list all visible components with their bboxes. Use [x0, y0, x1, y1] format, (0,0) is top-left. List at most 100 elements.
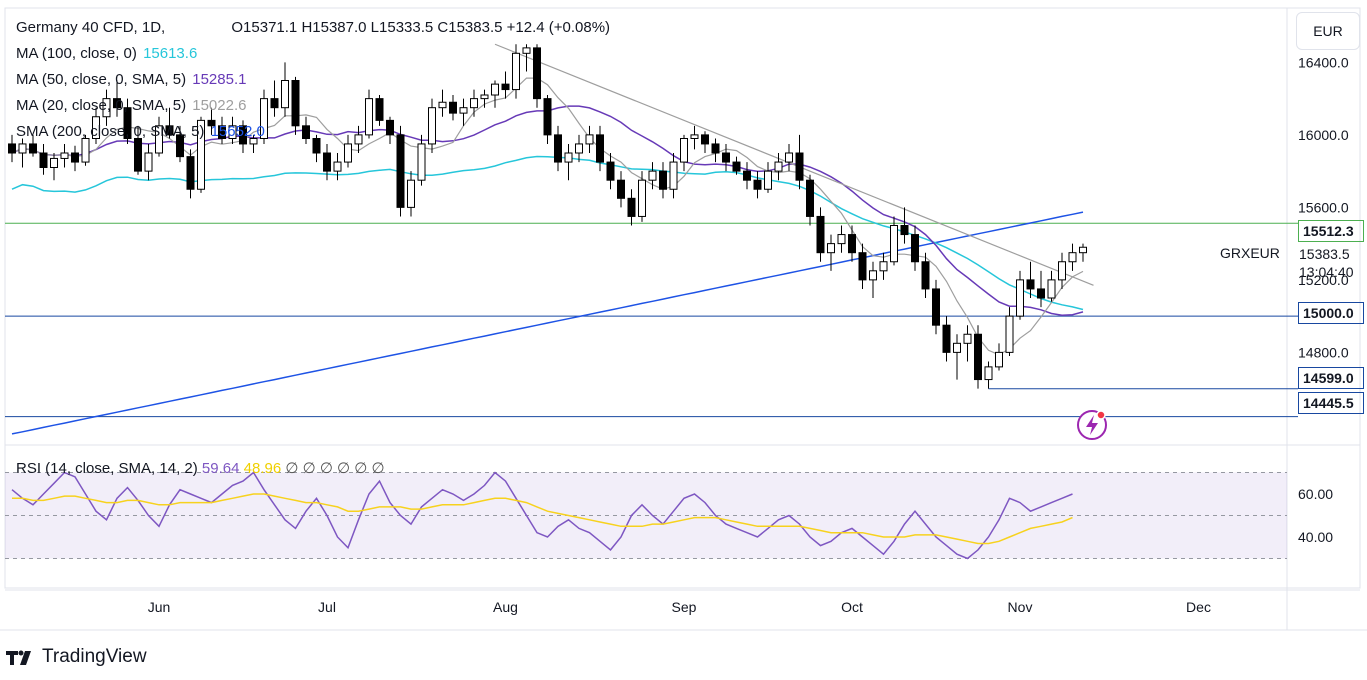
candle-body — [785, 152, 793, 163]
ohlc-values: O15371.1 H15387.0 L15333.5 C15383.5 +12.… — [231, 19, 611, 36]
chart-frame — [4, 7, 1361, 589]
price-tick-label: 16400.0 — [1298, 54, 1349, 70]
rsi-ma-line — [12, 493, 1073, 545]
candle-body — [29, 143, 37, 154]
candle-body — [585, 134, 594, 145]
candle-body — [984, 366, 993, 381]
candle-body — [144, 152, 153, 172]
candle-body — [1047, 279, 1056, 299]
candle-body — [974, 333, 982, 381]
candle-body — [606, 161, 615, 181]
candle-body — [911, 234, 919, 263]
candle-body — [774, 161, 783, 172]
time-tick-label: Oct — [841, 599, 863, 615]
rsi-line — [11, 471, 1073, 560]
candle-body — [270, 98, 279, 109]
candle-body — [386, 119, 394, 136]
candle-body — [722, 152, 730, 163]
candle-body — [375, 98, 384, 121]
candle-body — [764, 170, 772, 190]
candle-body — [638, 179, 646, 217]
candle-body — [39, 152, 48, 168]
candle-body — [134, 138, 142, 172]
brand-name: TradingView — [42, 646, 147, 667]
candle-body — [732, 161, 741, 172]
bolt-icon[interactable] — [1075, 407, 1109, 441]
candle-body — [239, 125, 247, 145]
candle-body — [18, 143, 27, 154]
rsi-label: RSI (14, close, SMA, 14, 2) — [16, 460, 198, 477]
candle-body — [417, 143, 426, 181]
candle-body — [1026, 279, 1035, 290]
candle-body — [1068, 252, 1077, 263]
sma200-legend: SMA (200, close, 0, SMA, 5) 15652.0 — [16, 123, 267, 141]
price-tag-15512: 15512.3 — [1298, 220, 1364, 242]
candle-body — [554, 134, 562, 163]
candle-body — [837, 234, 846, 245]
candle-body — [680, 138, 688, 163]
candle-body — [407, 179, 415, 208]
candle-body — [711, 143, 720, 154]
candle-body — [564, 152, 573, 163]
candle-body — [753, 179, 762, 190]
candle-body — [228, 125, 237, 139]
candle-body — [165, 125, 174, 136]
candle-body — [197, 119, 205, 190]
candle-body — [648, 170, 657, 181]
candle-body — [995, 351, 1003, 368]
rsi-tick-label: 60.00 — [1298, 486, 1333, 502]
candle-body — [953, 342, 961, 353]
candle-body — [816, 215, 825, 254]
candle-body — [1037, 288, 1045, 299]
time-tick-label: Dec — [1186, 599, 1211, 615]
candle-body — [1079, 246, 1087, 254]
tradingview-logo-icon — [6, 650, 31, 665]
price-tag-15000: 15000.0 — [1298, 302, 1364, 324]
current-price-label: 15383.5 13:04:40 — [1299, 245, 1354, 281]
rsi-ma-value: 48.96 — [243, 460, 282, 477]
candle-body — [459, 107, 468, 114]
ma100-label: MA (100, close, 0) — [16, 45, 137, 62]
candle-body — [701, 134, 709, 145]
candle-body — [470, 98, 478, 109]
candle-body — [890, 225, 898, 263]
candle-body — [659, 170, 667, 190]
price-tag-14599: 14599.0 — [1298, 367, 1364, 389]
candle-body — [617, 179, 625, 199]
rsi-placeholders: ∅ ∅ ∅ ∅ ∅ ∅ — [285, 460, 385, 477]
candle-body — [207, 119, 216, 127]
candle-body — [333, 161, 342, 172]
candle-body — [92, 116, 100, 139]
time-tick-label: Aug — [493, 599, 518, 615]
candle-body — [8, 143, 16, 154]
candle-body — [858, 252, 867, 281]
candle-body — [963, 333, 972, 344]
candle-body — [1005, 315, 1014, 353]
candle-body — [186, 156, 195, 190]
ma50-value: 15285.1 — [192, 71, 247, 88]
candle-body — [932, 288, 940, 326]
time-tick-label: Jun — [148, 599, 171, 615]
candle-body — [113, 98, 121, 109]
candle-body — [596, 134, 604, 163]
sma200-line — [11, 211, 1084, 435]
candle-body — [491, 83, 499, 96]
candle-body — [354, 134, 363, 145]
ma20-value: 15022.6 — [192, 97, 247, 114]
candle-body — [249, 138, 258, 145]
price-tick-label: 15600.0 — [1298, 199, 1349, 215]
candle-body — [543, 98, 552, 136]
tradingview-logo[interactable]: TradingView — [6, 646, 147, 668]
candle-body — [260, 98, 268, 139]
ma20-legend: MA (20, close, 0, SMA, 5) 15022.6 — [16, 97, 248, 115]
candle-body — [795, 152, 804, 181]
symbol-title: Germany 40 CFD, 1D, — [16, 19, 166, 36]
currency-button[interactable]: EUR — [1296, 12, 1360, 50]
candle-body — [396, 134, 405, 208]
price-tick-label: 14800.0 — [1298, 344, 1349, 360]
candle-body — [900, 225, 909, 236]
candle-body — [669, 161, 678, 190]
rsi-value: 59.64 — [201, 460, 240, 477]
rsi-legend: RSI (14, close, SMA, 14, 2) 59.64 48.96 … — [16, 459, 385, 477]
